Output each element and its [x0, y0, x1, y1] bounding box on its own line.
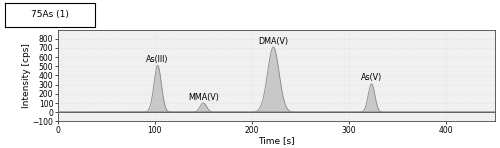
Text: As(III): As(III) [146, 55, 169, 64]
Text: DMA(V): DMA(V) [258, 37, 288, 46]
Text: As(V): As(V) [361, 73, 382, 82]
X-axis label: Time [s]: Time [s] [258, 136, 294, 145]
Text: MMA(V): MMA(V) [188, 93, 219, 102]
Y-axis label: Intensity [cps]: Intensity [cps] [22, 43, 31, 108]
Text: 75As (1): 75As (1) [31, 10, 69, 19]
